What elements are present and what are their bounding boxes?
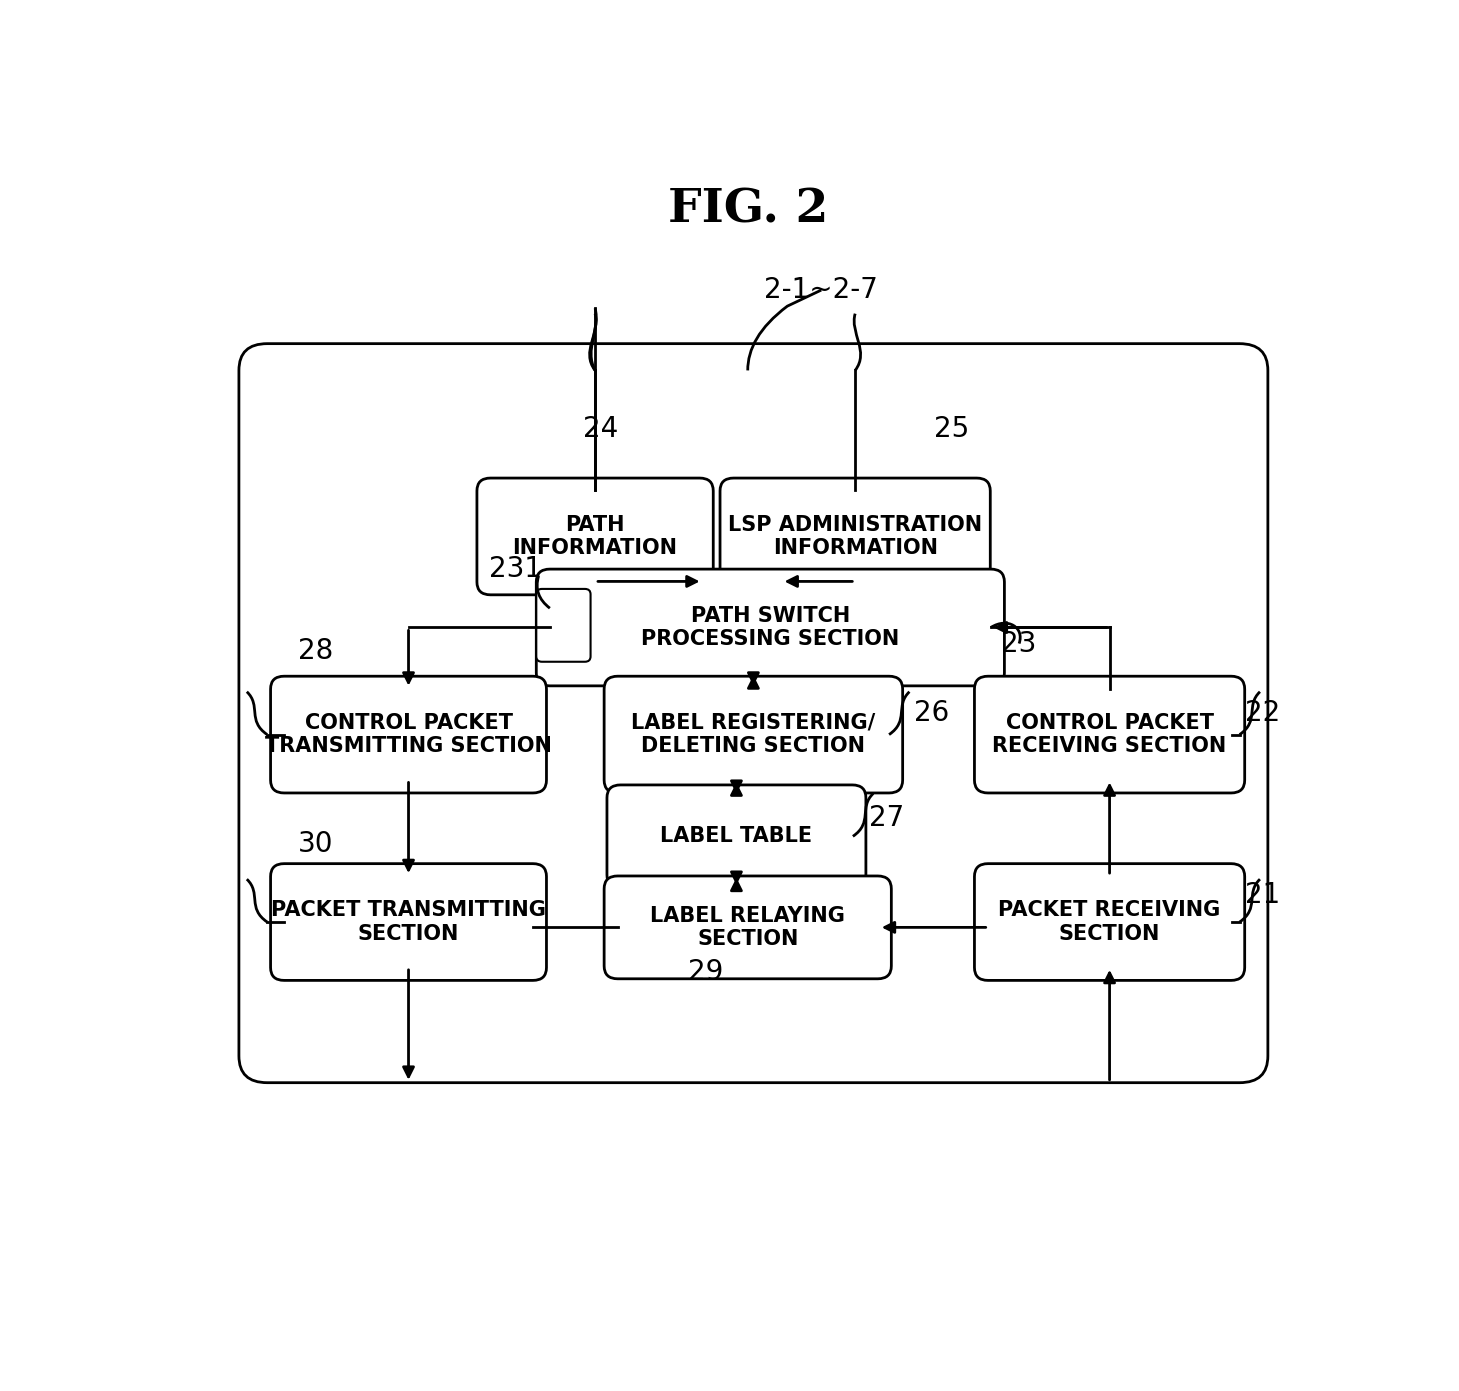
Text: CONTROL PACKET
RECEIVING SECTION: CONTROL PACKET RECEIVING SECTION [992, 714, 1227, 757]
Text: PATH
INFORMATION: PATH INFORMATION [512, 515, 677, 558]
Text: LABEL REGISTERING/
DELETING SECTION: LABEL REGISTERING/ DELETING SECTION [632, 714, 875, 757]
FancyBboxPatch shape [975, 864, 1245, 981]
FancyBboxPatch shape [604, 876, 891, 979]
Text: 29: 29 [689, 958, 724, 986]
Text: PACKET TRANSMITTING
SECTION: PACKET TRANSMITTING SECTION [271, 900, 546, 943]
Text: PACKET RECEIVING
SECTION: PACKET RECEIVING SECTION [998, 900, 1221, 943]
Text: 24: 24 [584, 416, 619, 444]
Text: FIG. 2: FIG. 2 [668, 186, 827, 232]
Text: LABEL RELAYING
SECTION: LABEL RELAYING SECTION [651, 906, 845, 949]
Text: 2-1~2-7: 2-1~2-7 [765, 275, 878, 305]
FancyBboxPatch shape [477, 479, 713, 595]
Text: 231: 231 [489, 555, 543, 583]
Text: 25: 25 [934, 416, 969, 444]
FancyBboxPatch shape [239, 344, 1268, 1082]
FancyBboxPatch shape [721, 479, 991, 595]
Text: CONTROL PACKET
TRANSMITTING SECTION: CONTROL PACKET TRANSMITTING SECTION [266, 714, 552, 757]
FancyBboxPatch shape [537, 588, 591, 662]
FancyBboxPatch shape [975, 676, 1245, 793]
FancyBboxPatch shape [270, 864, 547, 981]
Text: 22: 22 [1245, 700, 1280, 727]
Text: 21: 21 [1245, 882, 1280, 910]
FancyBboxPatch shape [537, 569, 1004, 686]
Text: 23: 23 [1001, 630, 1037, 658]
Text: LSP ADMINISTRATION
INFORMATION: LSP ADMINISTRATION INFORMATION [728, 515, 982, 558]
FancyBboxPatch shape [270, 676, 547, 793]
Text: 27: 27 [870, 804, 905, 832]
Text: LABEL TABLE: LABEL TABLE [661, 826, 813, 846]
FancyBboxPatch shape [604, 676, 903, 793]
FancyBboxPatch shape [607, 785, 865, 887]
Text: 26: 26 [915, 700, 950, 727]
Text: 30: 30 [298, 830, 334, 858]
Text: 28: 28 [298, 637, 334, 665]
Text: PATH SWITCH
PROCESSING SECTION: PATH SWITCH PROCESSING SECTION [641, 606, 900, 650]
